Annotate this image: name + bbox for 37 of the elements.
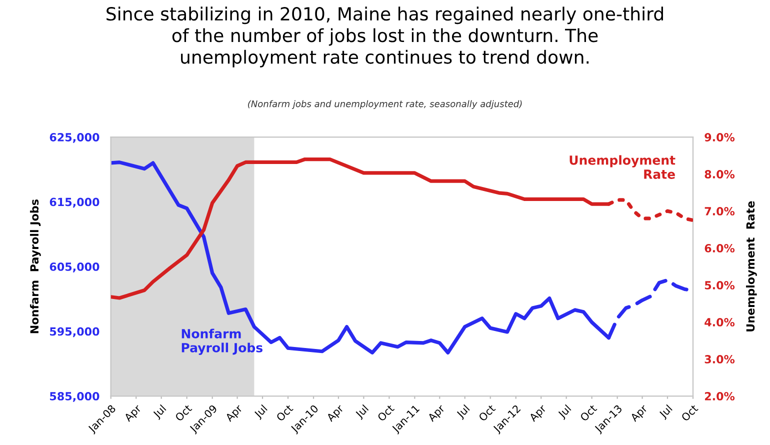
y2-tick-label: 3.0% [704, 355, 735, 364]
x-tick-label: Jul [354, 404, 370, 420]
chart-title: Since stabilizing in 2010, Maine has regained nearly one-third of the number of jobs lost in the downturn. The unemployment rate continues to trend down. [106, 6, 663, 68]
y-tick-label: 625,000 [50, 133, 100, 143]
y2-tick-label: 5.0% [704, 281, 735, 290]
x-tick-label: Oct [376, 404, 395, 422]
y-tick-label: 605,000 [50, 262, 100, 272]
y2-tick-label: 7.0% [704, 207, 735, 216]
y2-tick-label: 2.0% [704, 392, 735, 400]
x-tick-label: Oct [174, 404, 192, 422]
chart-subtitle: (Nonfarm jobs and unemployment rate, seasonally adjusted) [248, 100, 522, 109]
x-tick-label: Apr [124, 404, 144, 424]
x-tick-label: Oct [680, 404, 699, 422]
x-tick-label: Oct [580, 404, 598, 422]
x-tick-label: Jul [456, 404, 472, 420]
x-tick-label: Jul [253, 404, 269, 420]
series-label: Nonfarm Payroll Jobs [182, 328, 262, 355]
x-tick-label: Jul [557, 404, 573, 420]
series-label: Unemployment Rate [570, 155, 676, 179]
x-tick-label: Jul [658, 404, 674, 420]
x-tick-label: Apr [224, 404, 244, 424]
y2-tick-label: 6.0% [704, 244, 735, 252]
y-tick-label: 615,000 [50, 198, 100, 208]
y2-tick-label: 8.0% [704, 170, 735, 178]
y-tick-label: 585,000 [50, 392, 100, 402]
x-tick-label: Oct [478, 404, 496, 422]
x-tick-label: Jul [152, 404, 168, 420]
y2-axis-title: Unemployment Rate [746, 201, 757, 332]
x-tick-label: Apr [630, 404, 650, 424]
y2-tick-label: 4.0% [704, 318, 735, 326]
x-tick-label: Apr [326, 404, 346, 424]
y-axis-title: Nonfarm Payroll Jobs [30, 200, 41, 334]
y-tick-label: 595,000 [50, 327, 100, 338]
y2-tick-label: 9.0% [704, 133, 735, 142]
x-tick-label: Oct [276, 404, 294, 422]
x-tick-label: Apr [427, 404, 447, 424]
x-tick-label: Apr [528, 404, 548, 424]
